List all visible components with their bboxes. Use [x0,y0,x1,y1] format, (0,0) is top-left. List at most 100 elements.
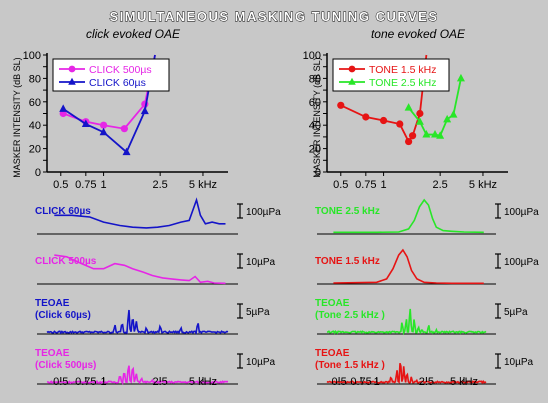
trace-line [54,254,226,285]
tuning-panel-0: click evoked OAE 0 20 40 60 80 100 0.5 0.75 1 2.5 5… [12,27,228,191]
data-point [396,120,404,128]
y-tick-label: 20 [29,144,41,156]
x-tick-label: 5 kHz [189,376,217,388]
trace-label: TEOAE [35,298,70,309]
x-tick-label: 0.75 [350,376,371,388]
series-line [62,54,156,130]
y-tick-label: 100 [303,50,321,62]
data-point [409,132,417,140]
series-line [62,54,156,154]
data-point [405,137,413,146]
x-tick-label: 0.5 [53,179,68,191]
data-point [422,130,431,138]
data-point [379,116,388,125]
data-point [362,113,370,121]
data-point [122,147,131,156]
data-point [81,119,90,128]
x-tick-label: 0.5 [331,376,346,388]
trace-label: (Click 500µs) [35,360,96,371]
trace-label: (Click 60µs) [35,310,91,321]
scale-bar-label: 5µPa [504,307,528,318]
y-tick-label: 60 [29,97,41,109]
figure-title: SIMULTANEOUS MASKING TUNING CURVES [109,9,438,24]
trace-line [326,362,487,385]
y-tick-label: 80 [29,73,41,85]
trace-label: (Tone 2.5 kHz ) [315,310,385,321]
data-point [337,101,345,109]
trace-label: CLICK 500µs [35,256,97,267]
legend-box [332,58,450,92]
x-tick-label: 0.75 [75,179,96,191]
panel-subtitle: tone evoked OAE [371,27,466,41]
trace-line [333,248,484,285]
data-point [443,114,452,123]
legend-box [52,58,170,92]
data-point [436,131,445,139]
legend-label: TONE 1.5 kHz [369,64,437,76]
data-point [140,106,149,115]
scale-bar-label: 5µPa [246,307,270,318]
x-tick-label: 0.75 [75,376,96,388]
trace-label: TONE 2.5 kHz [315,206,380,217]
trace-line [326,308,487,336]
y-tick-label: 40 [29,120,41,132]
trace-label: TEOAE [315,298,350,309]
x-tick-label: 5 kHz [469,179,497,191]
legend-marker [68,65,76,73]
y-tick-label: 80 [309,73,321,85]
y-tick-label: 20 [309,144,321,156]
x-tick-label: 2.5 [433,179,448,191]
legend-label: CLICK 500µs [89,64,152,76]
legend-label: TONE 2.5 kHz [369,77,437,89]
x-tick-label: 1 [101,179,107,191]
scale-bar-label: 100µPa [504,257,539,268]
trace-line [54,197,226,229]
data-point [404,103,413,111]
x-tick-label: 2.5 [419,376,434,388]
data-point [416,109,424,118]
scale-bar-label: 100µPa [504,207,539,218]
data-point [120,125,128,133]
legend-label: CLICK 60µs [89,77,146,89]
trace-label: TONE 1.5 kHz [315,256,380,267]
data-point [415,117,424,125]
data-point [449,110,458,118]
y-tick-label: 0 [315,167,321,179]
trace-line [46,309,229,336]
data-point [99,121,108,129]
trace-line [333,198,484,234]
legend-marker [68,77,76,85]
trace-line [46,365,229,386]
y-tick-label: 0 [35,167,41,179]
x-tick-label: 0.5 [333,179,348,191]
trace-label: TEOAE [35,348,70,359]
scale-bar-label: 10µPa [504,357,534,368]
x-tick-label: 5 kHz [189,179,217,191]
trace-label: CLICK 60µs [35,206,91,217]
tuning-panel-1: tone evoked OAE 0 20 40 60 80 100 0.5 0.75 1 2.5 5 … [303,27,508,191]
trace-panel-1: TONE 2.5 kHz 100µPa TONE 1.5 kHz 100µPa TEOA… [315,198,539,388]
y-tick-label: 60 [309,97,321,109]
x-tick-label: 1 [101,376,107,388]
x-tick-label: 5 kHz [450,376,478,388]
legend-marker [348,65,356,73]
x-tick-label: 0.5 [53,376,68,388]
panel-subtitle: click evoked OAE [86,27,181,41]
scale-bar-label: 10µPa [246,357,276,368]
scale-bar-label: 10µPa [246,257,276,268]
x-tick-label: 1 [374,376,380,388]
data-point [431,130,440,138]
x-tick-label: 1 [381,179,387,191]
data-point [99,127,108,136]
y-tick-label: 100 [23,50,41,62]
data-point [456,73,465,82]
x-tick-label: 2.5 [153,376,168,388]
x-tick-label: 0.75 [355,179,376,191]
y-axis-label: MASKER INTENSITY (dB SL) [312,57,322,177]
trace-label: (Tone 1.5 kHz ) [315,360,385,371]
